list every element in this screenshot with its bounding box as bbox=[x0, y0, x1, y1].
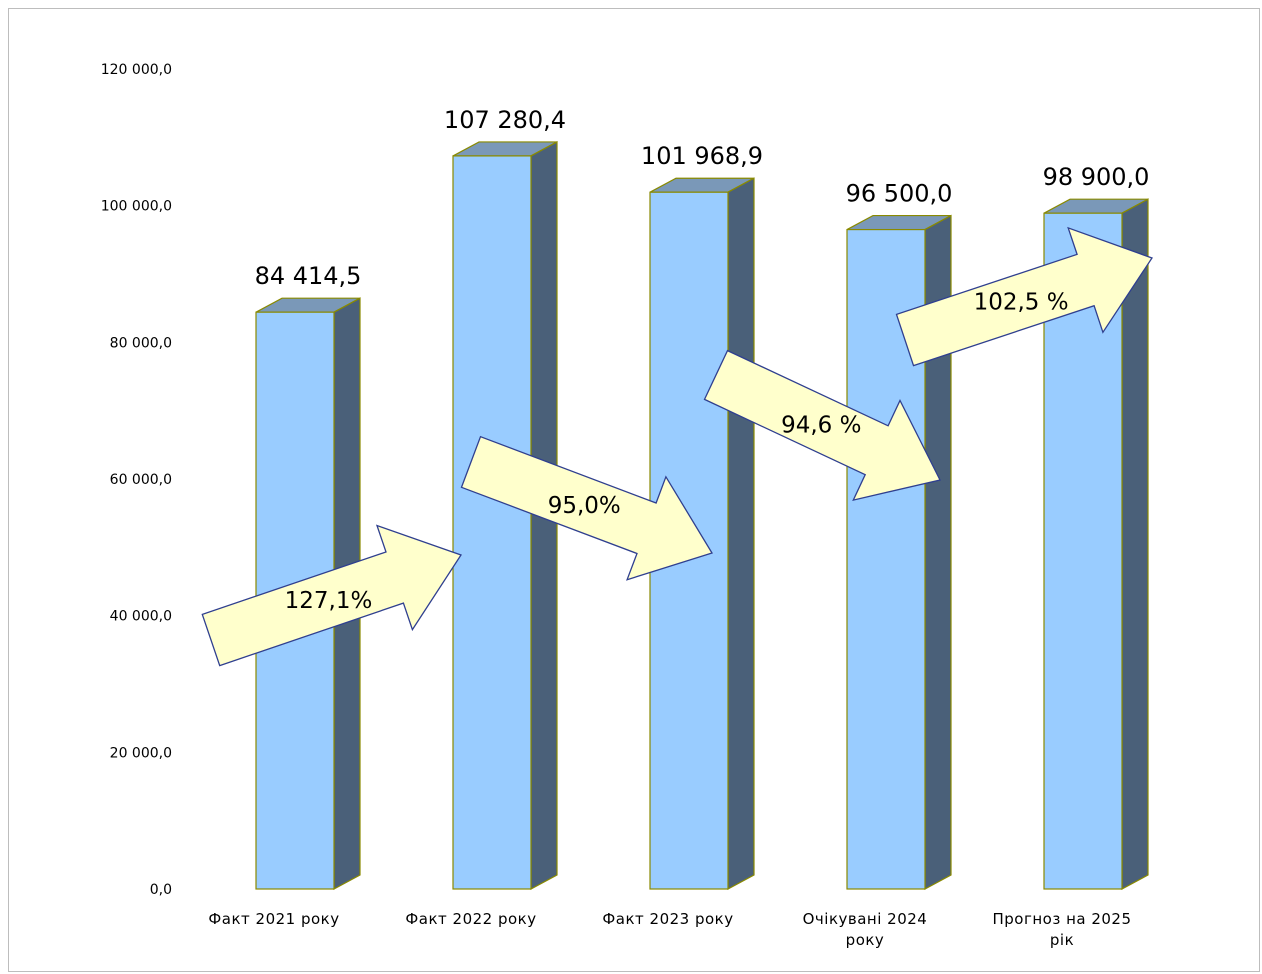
growth-arrow: 94,6 % bbox=[703, 349, 941, 502]
x-tick-label: Прогноз на 2025 bbox=[992, 910, 1131, 928]
growth-arrow-label: 127,1% bbox=[285, 588, 373, 614]
growth-arrow-label: 94,6 % bbox=[781, 412, 861, 438]
bar-front-face bbox=[1043, 212, 1123, 890]
data-label: 107 280,4 bbox=[444, 106, 566, 134]
growth-arrow-shape bbox=[460, 435, 713, 581]
y-tick-label: 20 000,0 bbox=[110, 745, 172, 761]
growth-arrow-shape bbox=[895, 226, 1153, 367]
growth-arrow-shape bbox=[703, 349, 941, 502]
growth-arrow: 102,5 % bbox=[895, 226, 1153, 367]
x-tick-label: рік bbox=[1050, 931, 1074, 949]
data-label: 98 900,0 bbox=[1043, 163, 1150, 191]
x-tick-label: Очікувані 2024 bbox=[803, 910, 928, 928]
x-tick-label: року bbox=[846, 931, 885, 949]
growth-arrow-label: 95,0% bbox=[548, 493, 621, 519]
data-labels: 84 414,5 107 280,4 101 968,9 96 500,0 98 900… bbox=[255, 106, 1150, 290]
y-tick-label: 60 000,0 bbox=[110, 472, 172, 488]
growth-arrow: 127,1% bbox=[201, 524, 462, 667]
growth-arrow: 95,0% bbox=[460, 435, 713, 581]
bar bbox=[1043, 198, 1149, 891]
bar-front-face bbox=[452, 155, 532, 890]
data-label: 101 968,9 bbox=[641, 142, 763, 170]
y-tick-label: 120 000,0 bbox=[101, 62, 172, 78]
bar-side-face bbox=[727, 177, 755, 891]
growth-arrow-label: 102,5 % bbox=[974, 289, 1069, 315]
x-tick-label: Факт 2023 року bbox=[602, 910, 733, 928]
bars bbox=[255, 140, 1149, 891]
growth-arrow-shape bbox=[201, 524, 462, 667]
bar-side-face bbox=[1121, 198, 1149, 891]
data-label: 84 414,5 bbox=[255, 262, 362, 290]
category-labels: Факт 2021 року Факт 2022 року Факт 2023 ро… bbox=[208, 910, 1131, 949]
x-tick-label: Факт 2022 року bbox=[405, 910, 536, 928]
data-label: 96 500,0 bbox=[846, 180, 953, 208]
y-tick-label: 0,0 bbox=[150, 882, 172, 898]
y-tick-label: 40 000,0 bbox=[110, 609, 172, 625]
y-tick-label: 100 000,0 bbox=[101, 199, 172, 215]
growth-arrows: 127,1% 95,0% 94,6 % 102,5 % bbox=[201, 226, 1153, 667]
y-axis-ticks: 0,0 20 000,0 40 000,0 60 000,0 80 000,0 100 0… bbox=[101, 62, 172, 898]
bar bbox=[452, 140, 558, 891]
y-tick-label: 80 000,0 bbox=[110, 335, 172, 351]
x-tick-label: Факт 2021 року bbox=[208, 910, 339, 928]
